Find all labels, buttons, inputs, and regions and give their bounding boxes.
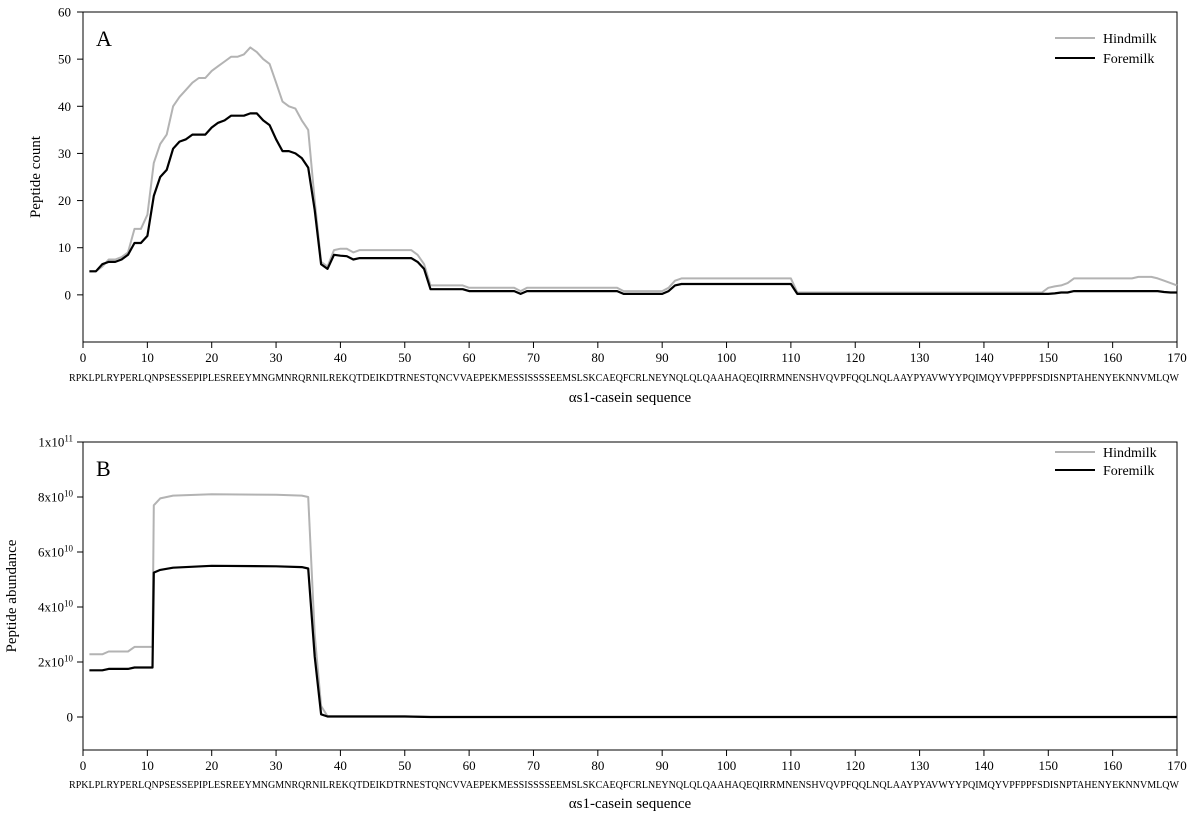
x-tick-label: 170 <box>1167 758 1187 773</box>
x-tick-label: 130 <box>910 758 930 773</box>
y-tick-label: 10 <box>58 240 71 255</box>
x-axis-title: αs1-casein sequence <box>569 796 692 812</box>
x-tick-label: 20 <box>205 758 218 773</box>
x-tick-label: 60 <box>463 350 476 365</box>
x-tick-label: 30 <box>270 758 283 773</box>
x-tick-label: 100 <box>717 350 737 365</box>
plot-frame <box>82 11 1178 343</box>
x-tick-label: 20 <box>205 350 218 365</box>
legend-label-hindmilk: Hindmilk <box>1103 32 1157 47</box>
x-tick-label: 0 <box>80 350 87 365</box>
x-tick-label: 160 <box>1103 758 1123 773</box>
y-tick-label: 8x1010 <box>38 489 74 505</box>
x-tick-label: 130 <box>910 350 930 365</box>
y-tick-label: 50 <box>58 52 71 67</box>
y-tick-label: 20 <box>58 193 71 208</box>
y-tick-label: 0 <box>67 710 74 725</box>
x-axis-title: αs1-casein sequence <box>569 390 692 406</box>
y-tick-label: 1x1011 <box>38 434 73 450</box>
x-tick-label: 10 <box>141 350 154 365</box>
x-tick-label: 170 <box>1167 350 1187 365</box>
x-tick-label: 90 <box>656 350 669 365</box>
legend-label-hindmilk: Hindmilk <box>1103 446 1157 461</box>
x-tick-label: 70 <box>527 758 540 773</box>
x-tick-label: 10 <box>141 758 154 773</box>
series-line-foremilk <box>89 564 1177 719</box>
x-tick-label: 50 <box>398 350 411 365</box>
x-tick-label: 50 <box>398 758 411 773</box>
x-tick-label: 140 <box>974 350 994 365</box>
panel-letter: B <box>96 456 111 481</box>
x-tick-label: 110 <box>781 758 800 773</box>
x-tick-label: 100 <box>717 758 737 773</box>
y-tick-label: 6x1010 <box>38 544 74 560</box>
y-axis-title: Peptide count <box>28 135 44 218</box>
legend-label-foremilk: Foremilk <box>1103 464 1154 479</box>
panel-a: 0 10 20 30 40 50 60 70 80 90 100 110 120 130 140 150 160… <box>28 5 1187 407</box>
y-axis-title: Peptide abundance <box>4 539 20 652</box>
x-tick-label: 160 <box>1103 350 1123 365</box>
x-tick-label: 90 <box>656 758 669 773</box>
panel-b: 0 10 20 30 40 50 60 70 80 90 100 110 120 130 140 150 160… <box>4 434 1187 813</box>
y-tick-label: 4x1010 <box>38 599 74 615</box>
y-tick-label: 40 <box>58 99 71 114</box>
x-tick-label: 0 <box>80 758 87 773</box>
x-tick-label: 40 <box>334 350 347 365</box>
x-tick-label: 80 <box>591 758 604 773</box>
x-tick-label: 120 <box>845 758 865 773</box>
series-line-hindmilk <box>89 46 1178 294</box>
legend-label-foremilk: Foremilk <box>1103 52 1154 67</box>
x-tick-label: 40 <box>334 758 347 773</box>
sequence-label: RPKLPLRYPERLQNPSESSEPIPLESREEYMNGMNRQRNI… <box>69 780 1179 791</box>
x-tick-label: 120 <box>845 350 865 365</box>
y-tick-label: 30 <box>58 146 71 161</box>
x-tick-label: 30 <box>270 350 283 365</box>
panel-letter: A <box>96 26 112 51</box>
x-tick-label: 80 <box>591 350 604 365</box>
plot-frame <box>82 441 1178 751</box>
x-tick-label: 150 <box>1039 758 1059 773</box>
y-tick-label: 60 <box>58 5 71 20</box>
x-tick-label: 150 <box>1039 350 1059 365</box>
series-line-foremilk <box>89 112 1177 295</box>
x-tick-label: 140 <box>974 758 994 773</box>
y-tick-label: 0 <box>65 287 72 302</box>
series-line-hindmilk <box>89 493 1177 718</box>
x-tick-label: 70 <box>527 350 540 365</box>
sequence-label: RPKLPLRYPERLQNPSESSEPIPLESREEYMNGMNRQRNI… <box>69 373 1179 384</box>
x-tick-label: 60 <box>463 758 476 773</box>
x-tick-label: 110 <box>781 350 800 365</box>
y-tick-label: 2x1010 <box>38 654 74 670</box>
